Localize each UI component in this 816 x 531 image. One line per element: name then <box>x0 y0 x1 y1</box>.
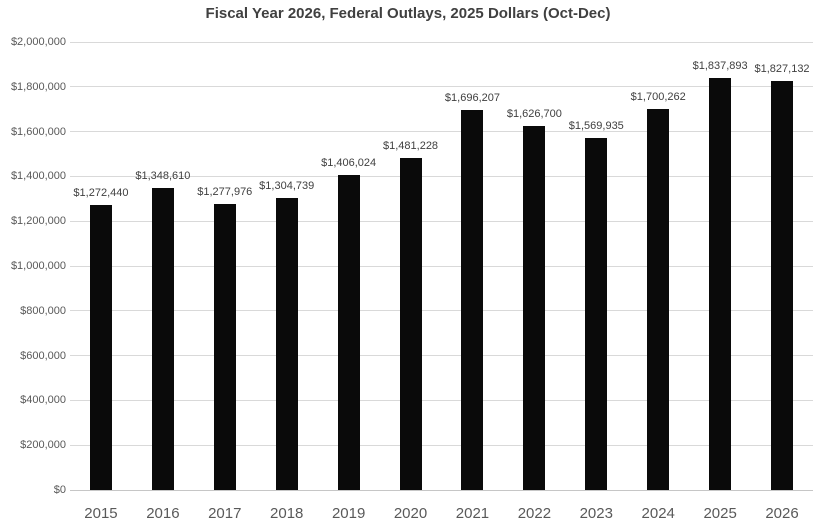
x-tick-label: 2015 <box>84 505 118 522</box>
y-tick-label: $1,600,000 <box>10 125 66 138</box>
bar-value-label: $1,272,440 <box>73 186 129 199</box>
x-tick-label: 2020 <box>393 505 428 522</box>
x-tick-label: 2024 <box>641 505 675 522</box>
bar-value-label: $1,837,893 <box>692 60 748 73</box>
bar <box>709 78 732 490</box>
bar-value-label: $1,481,228 <box>383 140 439 153</box>
x-tick-label: 2026 <box>765 505 799 522</box>
y-tick-label: $400,000 <box>20 394 66 407</box>
x-tick-label: 2019 <box>331 505 366 522</box>
bar <box>585 138 608 490</box>
gridline <box>70 399 813 401</box>
y-tick-label: $1,400,000 <box>10 170 66 183</box>
x-tick-label: 2016 <box>146 505 180 522</box>
bar <box>647 109 670 490</box>
gridline <box>70 220 813 222</box>
y-tick-label: $0 <box>53 484 66 496</box>
y-tick-label: $1,200,000 <box>10 215 66 228</box>
bar-value-label: $1,277,976 <box>197 185 253 198</box>
gridline <box>70 444 813 446</box>
bar-value-label: $1,569,935 <box>568 120 624 133</box>
bar-value-label: $1,827,132 <box>754 62 810 75</box>
bar <box>461 110 484 490</box>
y-tick-label: $200,000 <box>20 439 66 452</box>
y-tick-label: $1,000,000 <box>10 260 66 272</box>
y-tick-label: $600,000 <box>20 349 66 362</box>
bar-value-label: $1,348,610 <box>135 169 191 182</box>
gridline <box>70 131 813 133</box>
bar <box>399 158 422 490</box>
gridline <box>70 41 813 43</box>
x-tick-label: 2023 <box>579 505 613 522</box>
bar-value-label: $1,700,262 <box>630 91 686 104</box>
bar <box>89 204 112 490</box>
bar-value-label: $1,304,739 <box>259 179 315 192</box>
y-tick-label: $1,800,000 <box>10 80 66 93</box>
x-tick-label: 2017 <box>208 505 242 522</box>
gridline <box>70 310 813 312</box>
gridline <box>70 265 813 267</box>
gridline <box>70 175 813 177</box>
x-tick-label: 2025 <box>703 505 737 522</box>
x-tick-label: 2021 <box>455 505 490 522</box>
bar-value-label: $1,406,024 <box>321 157 377 170</box>
bar <box>275 197 298 490</box>
bar <box>771 80 794 490</box>
chart-title: Fiscal Year 2026, Federal Outlays, 2025 … <box>205 5 611 22</box>
y-tick-label: $2,000,000 <box>10 36 66 48</box>
bar-value-label: $1,626,700 <box>506 107 562 120</box>
bar <box>213 203 236 490</box>
gridline <box>70 86 813 88</box>
bar <box>337 175 360 490</box>
y-tick-label: $800,000 <box>20 304 66 317</box>
gridline <box>70 355 813 357</box>
bar <box>523 125 546 490</box>
bar-value-label: $1,696,207 <box>444 92 500 105</box>
x-tick-label: 2018 <box>270 505 304 522</box>
x-tick-label: 2022 <box>517 505 552 522</box>
x-axis-line <box>70 489 813 491</box>
bar <box>151 187 174 490</box>
